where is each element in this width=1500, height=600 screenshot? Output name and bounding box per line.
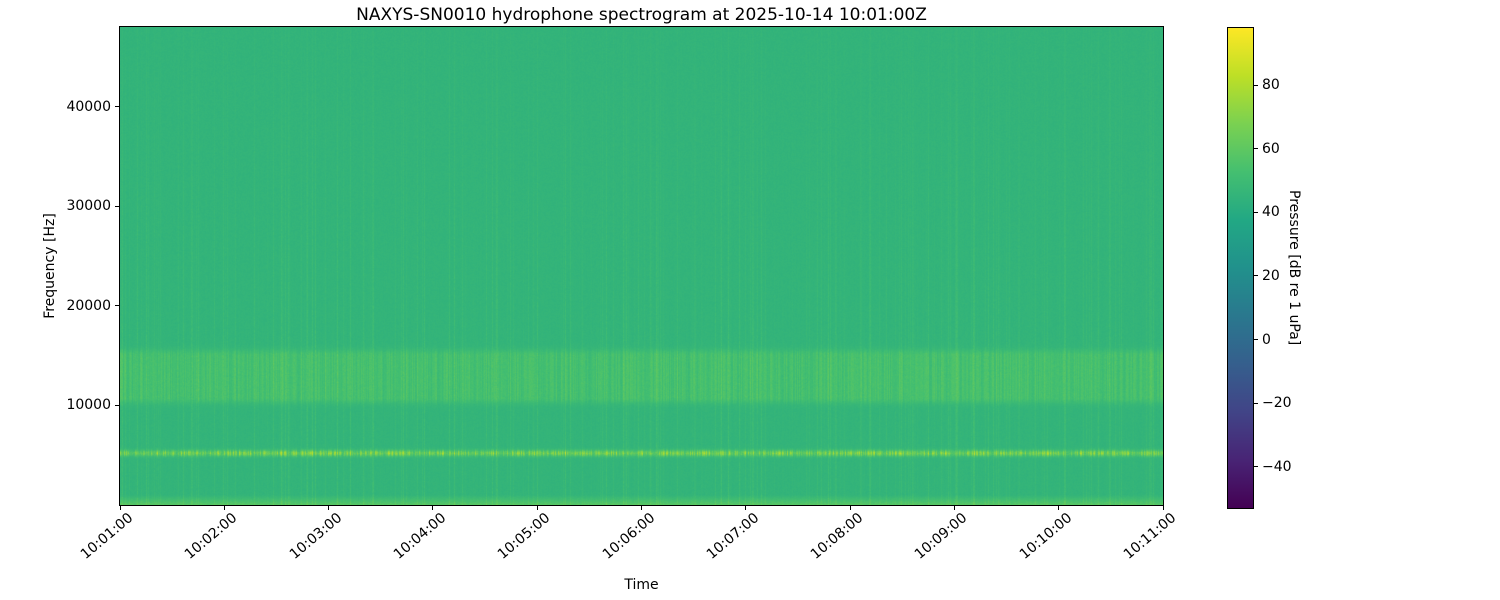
y-tick-mark	[115, 305, 119, 307]
x-tick-mark	[432, 506, 434, 510]
colorbar-tick-mark	[1254, 466, 1258, 468]
x-tick-mark	[849, 506, 851, 510]
colorbar-tick-mark	[1254, 148, 1258, 150]
colorbar-tick-mark	[1254, 275, 1258, 277]
colorbar-tick-label: 80	[1262, 77, 1280, 94]
y-tick-mark	[115, 404, 119, 406]
x-tick-mark	[536, 506, 538, 510]
colorbar	[1227, 27, 1254, 509]
colorbar-tick-mark	[1254, 402, 1258, 404]
x-tick-mark	[745, 506, 747, 510]
colorbar-tick-label: 40	[1262, 204, 1280, 221]
colorbar-tick-label: 60	[1262, 140, 1280, 157]
x-tick-mark	[1058, 506, 1060, 510]
colorbar-tick-label: −40	[1262, 458, 1292, 475]
x-tick-mark	[1162, 506, 1164, 510]
colorbar-tick-label: 0	[1262, 331, 1271, 348]
x-tick-mark	[119, 506, 121, 510]
colorbar-tick-label: −20	[1262, 395, 1292, 412]
y-tick-label: 20000	[66, 297, 111, 314]
x-tick-mark	[953, 506, 955, 510]
colorbar-gradient	[1228, 28, 1253, 508]
colorbar-tick-mark	[1254, 339, 1258, 341]
chart-title: NAXYS-SN0010 hydrophone spectrogram at 2…	[356, 5, 927, 25]
y-tick-mark	[115, 205, 119, 207]
colorbar-tick-mark	[1254, 211, 1258, 213]
y-tick-label: 40000	[66, 98, 111, 115]
y-tick-label: 30000	[66, 198, 111, 215]
x-tick-mark	[223, 506, 225, 510]
x-tick-mark	[641, 506, 642, 510]
spectrogram-canvas	[120, 27, 1163, 505]
x-tick-mark	[328, 506, 330, 510]
colorbar-label: Pressure [dB re 1 uPa]	[1286, 190, 1302, 346]
y-tick-label: 10000	[66, 397, 111, 414]
colorbar-tick-mark	[1254, 84, 1258, 86]
colorbar-tick-label: 20	[1262, 267, 1280, 284]
y-tick-mark	[115, 106, 119, 108]
x-axis-label: Time	[624, 577, 659, 593]
plot-area	[119, 26, 1164, 506]
